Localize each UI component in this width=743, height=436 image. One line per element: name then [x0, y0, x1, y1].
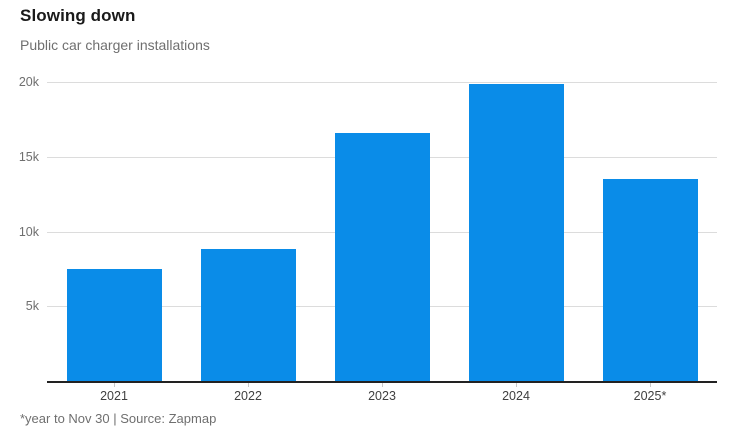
x-axis-tick-label: 2023 — [368, 389, 396, 403]
bar-2022 — [200, 249, 296, 381]
plot-area: 5k 10k 15k 20k 2021 2022 2023 2024 2025* — [19, 75, 717, 403]
chart-title: Slowing down — [20, 6, 136, 25]
x-axis-tick-label: 2022 — [234, 389, 262, 403]
x-axis-tick-label: 2025* — [633, 389, 667, 403]
gridline-20k — [47, 82, 717, 83]
y-axis-tick-label: 10k — [18, 224, 39, 239]
y-axis-tick-label: 5k — [25, 299, 39, 314]
x-axis-tick — [650, 383, 651, 387]
bar-2023 — [334, 132, 430, 381]
bar-2024 — [468, 83, 564, 381]
bar-2021 — [66, 268, 162, 381]
source-note: *year to Nov 30 | Source: Zapmap — [20, 411, 217, 426]
x-axis-tick-label: 2021 — [100, 389, 128, 403]
bar-2025 — [602, 179, 698, 381]
x-axis-tick-label: 2024 — [502, 389, 530, 403]
chart-subtitle: Public car charger installations — [20, 37, 210, 53]
x-axis-tick — [248, 383, 249, 387]
x-axis-tick — [114, 383, 115, 387]
y-axis-tick-label: 15k — [18, 149, 39, 164]
x-axis-tick — [382, 383, 383, 387]
y-axis-tick-label: 20k — [18, 75, 39, 89]
x-axis-tick — [516, 383, 517, 387]
